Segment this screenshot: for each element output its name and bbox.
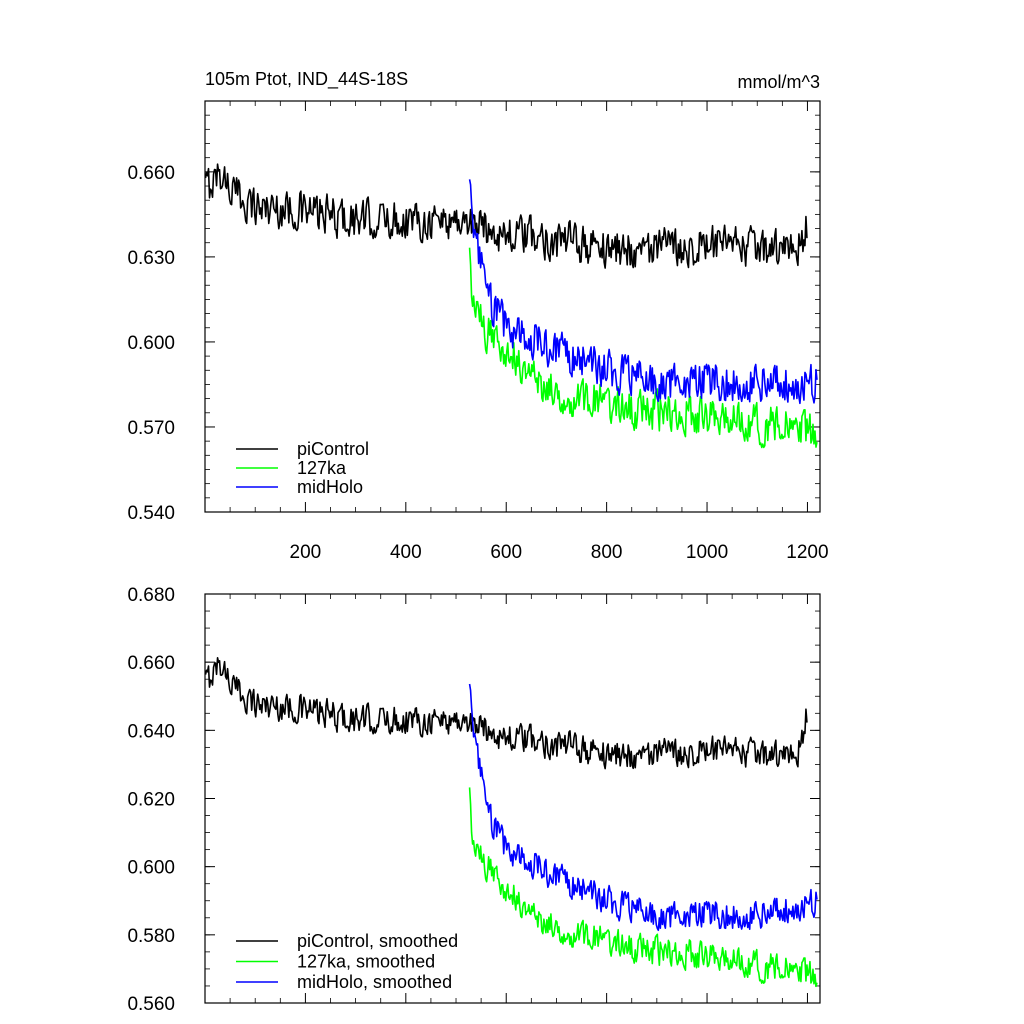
- plot-frame: [204, 100, 821, 513]
- y-tick-label: 0.580: [127, 926, 175, 947]
- y-tick-label: 0.540: [127, 503, 175, 524]
- x-tick-label: 800: [591, 542, 623, 563]
- y-tick-label: 0.620: [127, 790, 175, 811]
- x-axis-tick-labels: 200 400 600 800 1000 1200: [290, 542, 829, 563]
- y-tick-label: 0.660: [127, 653, 175, 674]
- y-tick-label: 0.570: [127, 418, 175, 439]
- y-axis-tick-labels: 0.560 0.580 0.600 0.620 0.640 0.660 0.680: [127, 585, 175, 1015]
- y-tick-label: 0.630: [127, 248, 175, 269]
- x-tick-label: 400: [390, 542, 422, 563]
- legend-label: piControl, smoothed: [297, 931, 458, 951]
- series-line: [205, 163, 808, 269]
- legend-label: piControl: [297, 439, 369, 459]
- series-line: [205, 657, 808, 770]
- plot-frame: [204, 593, 821, 1004]
- y-tick-label: 0.600: [127, 858, 175, 879]
- y-tick-label: 0.680: [127, 585, 175, 606]
- y-tick-label: 0.600: [127, 333, 175, 354]
- axis-ticks: [205, 593, 820, 1004]
- y-tick-label: 0.660: [127, 163, 175, 184]
- bottom-panel: 0.560 0.580 0.600 0.620 0.640 0.660 0.680 piCo…: [127, 585, 821, 1015]
- x-tick-label: 200: [290, 542, 322, 563]
- series-line: [468, 179, 818, 405]
- units-label: mmol/m^3: [738, 72, 820, 92]
- x-tick-label: 600: [490, 542, 522, 563]
- series-lines: [205, 163, 818, 449]
- axis-ticks: [205, 100, 820, 513]
- series-line: [468, 787, 818, 988]
- chart-title: 105m Ptot, IND_44S-18S: [205, 69, 408, 90]
- legend-label: 127ka, smoothed: [297, 952, 435, 972]
- y-tick-label: 0.640: [127, 721, 175, 742]
- legend-label: midHolo: [297, 477, 363, 497]
- x-tick-label: 1200: [786, 542, 828, 563]
- y-tick-label: 0.560: [127, 994, 175, 1015]
- series-line: [468, 247, 818, 449]
- legend-label: midHolo, smoothed: [297, 972, 452, 992]
- series-line: [468, 683, 818, 932]
- y-axis-tick-labels: 0.540 0.570 0.600 0.630 0.660: [127, 163, 175, 524]
- top-panel: 105m Ptot, IND_44S-18S mmol/m^3 0.5400.5…: [127, 69, 828, 563]
- series-lines: [205, 657, 818, 988]
- x-tick-label: 1000: [686, 542, 728, 563]
- legend-label: 127ka: [297, 458, 347, 478]
